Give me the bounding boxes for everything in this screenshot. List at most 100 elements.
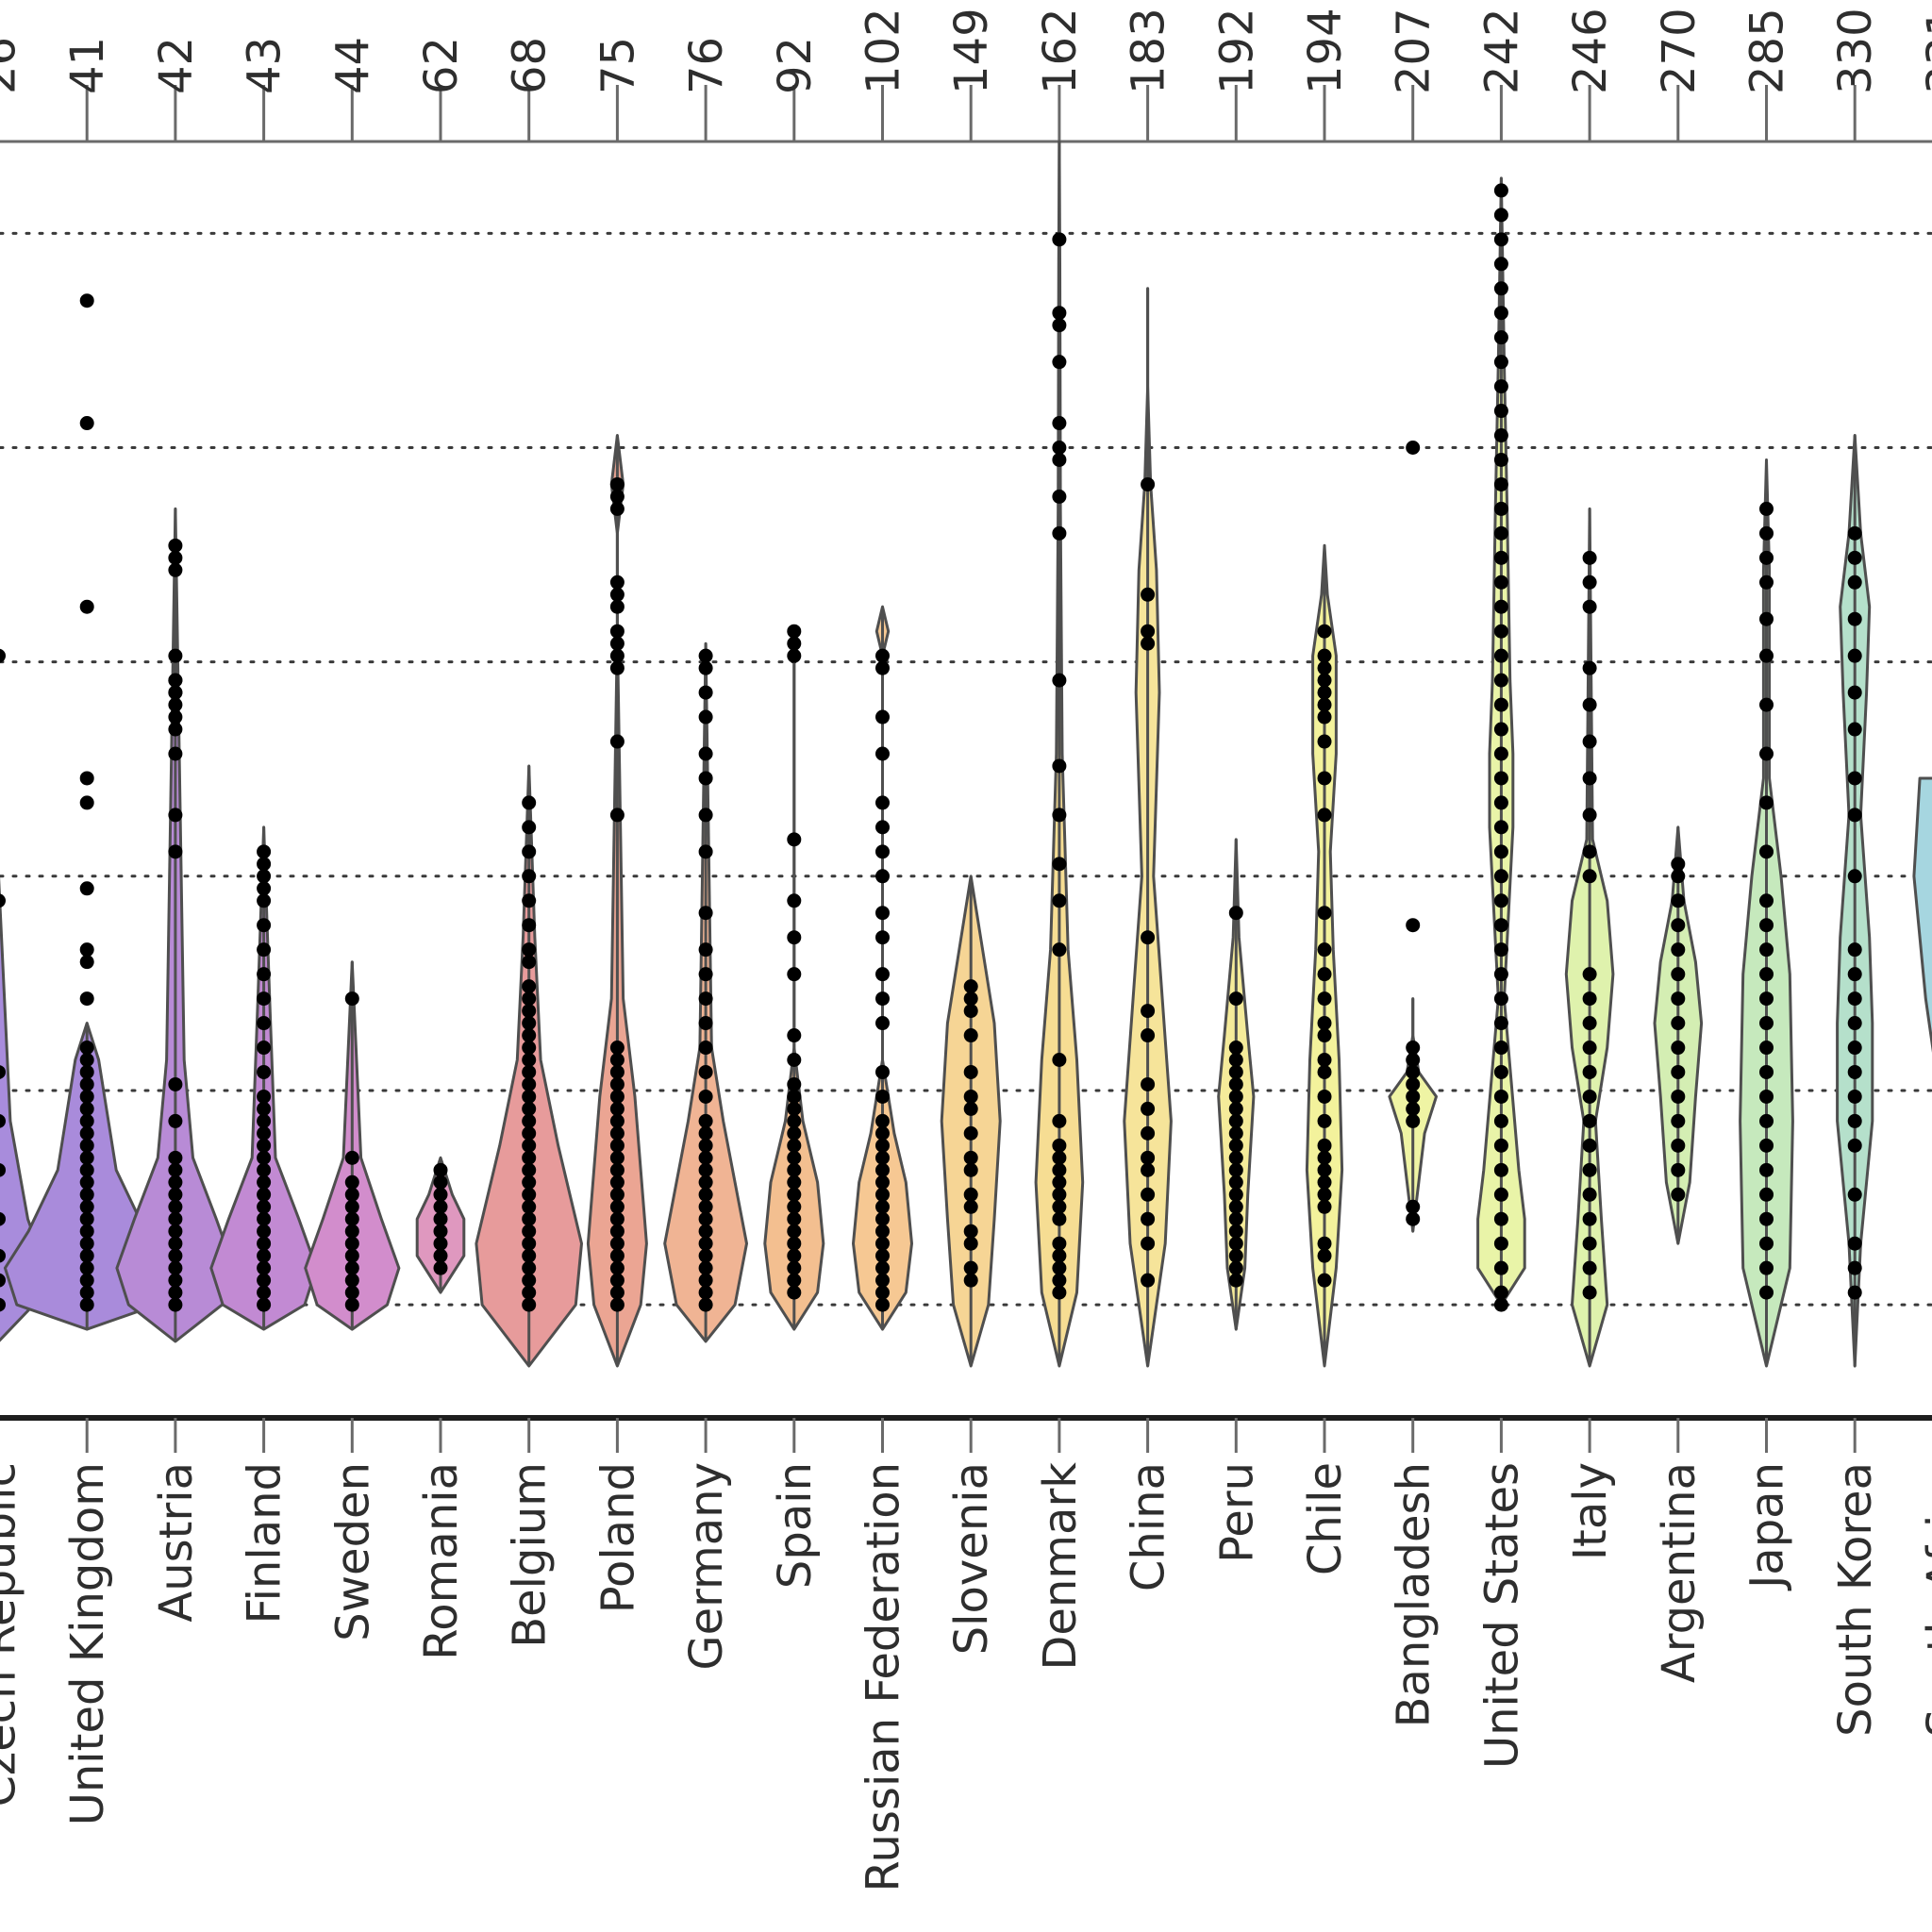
top-tick-label: 192 xyxy=(1210,8,1263,94)
data-point xyxy=(1317,942,1332,958)
data-point xyxy=(698,685,713,700)
data-point xyxy=(1493,1260,1508,1275)
data-point xyxy=(1847,942,1862,958)
data-point xyxy=(1052,1187,1067,1202)
data-point xyxy=(1493,1089,1508,1104)
data-point xyxy=(1759,1113,1774,1128)
data-point xyxy=(609,1260,625,1275)
data-point xyxy=(1493,1016,1508,1031)
data-point xyxy=(1317,685,1332,700)
data-point xyxy=(1671,1064,1686,1079)
data-point xyxy=(257,1273,272,1288)
data-point xyxy=(79,881,94,896)
data-point xyxy=(1317,697,1332,712)
data-point xyxy=(698,1125,713,1141)
data-point xyxy=(1317,1016,1332,1031)
top-tick-label: 44 xyxy=(326,37,379,94)
data-point xyxy=(1582,1016,1597,1031)
data-point xyxy=(875,930,890,945)
data-point xyxy=(1052,1211,1067,1226)
data-point xyxy=(1671,869,1686,884)
data-point xyxy=(522,795,537,810)
data-point xyxy=(787,1285,802,1300)
data-point xyxy=(79,1297,94,1312)
data-point xyxy=(1228,1053,1243,1067)
category-label: United States xyxy=(1475,1462,1528,1769)
data-point xyxy=(522,942,537,958)
data-point xyxy=(1847,869,1862,884)
data-point xyxy=(1493,624,1508,639)
data-point xyxy=(257,1138,272,1153)
data-point xyxy=(787,1113,802,1128)
data-point xyxy=(609,1162,625,1177)
data-point xyxy=(168,1260,183,1275)
data-point xyxy=(1228,1101,1243,1116)
data-point xyxy=(1493,1113,1508,1128)
data-point xyxy=(168,1187,183,1202)
data-point xyxy=(257,1125,272,1141)
data-point xyxy=(1582,1064,1597,1079)
data-point xyxy=(1228,1064,1243,1079)
data-point xyxy=(787,1248,802,1263)
data-point xyxy=(609,660,625,675)
data-point xyxy=(79,1199,94,1214)
data-point xyxy=(1141,624,1156,639)
data-point xyxy=(1582,1138,1597,1153)
data-point xyxy=(344,1224,359,1239)
data-point xyxy=(1582,844,1597,859)
data-point xyxy=(609,1224,625,1239)
data-point xyxy=(1671,967,1686,982)
category-label: Romania xyxy=(415,1462,468,1660)
data-point xyxy=(168,844,183,859)
category-label: Denmark xyxy=(1034,1462,1087,1671)
data-point xyxy=(1493,771,1508,786)
data-point xyxy=(1847,808,1862,823)
data-point xyxy=(1493,673,1508,688)
data-point xyxy=(257,869,272,884)
data-point xyxy=(1493,795,1508,810)
data-point xyxy=(698,1248,713,1263)
data-point xyxy=(1759,1260,1774,1275)
category-label: Poland xyxy=(591,1462,644,1613)
data-point xyxy=(875,1138,890,1153)
data-point xyxy=(1671,1089,1686,1104)
data-point xyxy=(1317,673,1332,688)
data-point xyxy=(1317,624,1332,639)
top-axis: 26 41 42 43 44 62 68 75 76 92 102 149 162 183 192 194 20… xyxy=(0,8,1932,142)
data-point xyxy=(1228,1187,1243,1202)
data-point xyxy=(1141,1101,1156,1116)
data-point xyxy=(1847,1236,1862,1251)
data-point xyxy=(1052,1053,1067,1067)
data-point xyxy=(1493,820,1508,835)
data-point xyxy=(875,1113,890,1128)
data-point xyxy=(1052,525,1067,541)
top-tick-label: 102 xyxy=(858,8,910,94)
data-point xyxy=(1141,1028,1156,1043)
data-point xyxy=(522,1285,537,1300)
data-point xyxy=(1141,1076,1156,1091)
data-point xyxy=(1228,1113,1243,1128)
data-point xyxy=(257,893,272,908)
data-point xyxy=(257,857,272,872)
data-point xyxy=(698,1211,713,1226)
data-point xyxy=(1052,1285,1067,1300)
data-point xyxy=(79,1053,94,1067)
top-tick-label: 76 xyxy=(680,37,733,94)
data-point xyxy=(79,1174,94,1190)
data-point xyxy=(787,624,802,639)
data-point xyxy=(1141,1150,1156,1165)
data-point xyxy=(1228,1211,1243,1226)
top-tick-label: 41 xyxy=(61,37,114,94)
data-point xyxy=(1228,991,1243,1007)
data-point xyxy=(787,1138,802,1153)
data-point xyxy=(522,1076,537,1091)
data-point xyxy=(168,1076,183,1091)
data-point xyxy=(1317,771,1332,786)
data-point xyxy=(79,1089,94,1104)
data-point xyxy=(522,1150,537,1165)
top-tick-label: 331 xyxy=(1918,8,1932,94)
category-label: United Kingdom xyxy=(61,1462,114,1825)
data-point xyxy=(1493,967,1508,982)
data-point xyxy=(875,844,890,859)
